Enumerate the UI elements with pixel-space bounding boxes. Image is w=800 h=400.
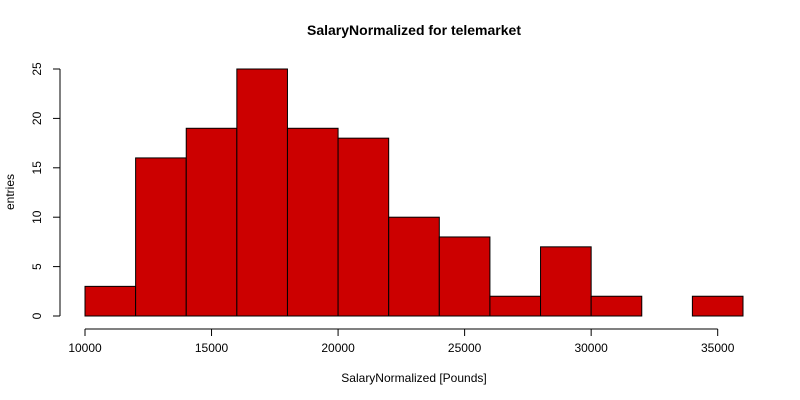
y-tick-label: 10: [30, 210, 44, 224]
y-axis: 0 5 10 15 20 25: [30, 62, 61, 319]
y-tick-label: 20: [30, 111, 44, 125]
x-tick-label: 35000: [701, 341, 735, 355]
x-tick-label: 20000: [321, 341, 355, 355]
histogram-bar: [691, 295, 744, 317]
y-tick-label: 0: [30, 312, 44, 319]
bars-group: [84, 68, 744, 317]
x-tick-label: 10000: [68, 341, 102, 355]
chart-title: SalaryNormalized for telemarket: [307, 22, 521, 38]
y-tick-label: 25: [30, 62, 44, 76]
histogram-bar: [135, 157, 187, 317]
histogram-bar: [540, 246, 592, 317]
x-tick-label: 25000: [448, 341, 482, 355]
histogram-bar: [185, 127, 238, 317]
x-axis-label: SalaryNormalized [Pounds]: [341, 371, 486, 385]
y-axis-label: entries: [3, 174, 17, 210]
histogram-bar: [286, 127, 339, 317]
y-tick-label: 15: [30, 161, 44, 175]
x-tick-label: 30000: [574, 341, 608, 355]
histogram-bar: [84, 285, 137, 317]
histogram-bar: [438, 236, 491, 317]
histogram-bar: [337, 137, 390, 317]
histogram-bar: [388, 216, 440, 317]
histogram-bar: [489, 295, 542, 317]
x-axis: 10000 15000 20000 25000 30000 35000: [68, 328, 735, 355]
histogram-bar: [236, 68, 288, 317]
y-tick-label: 5: [30, 263, 44, 270]
x-tick-label: 15000: [195, 341, 229, 355]
histogram-bar: [590, 295, 643, 317]
